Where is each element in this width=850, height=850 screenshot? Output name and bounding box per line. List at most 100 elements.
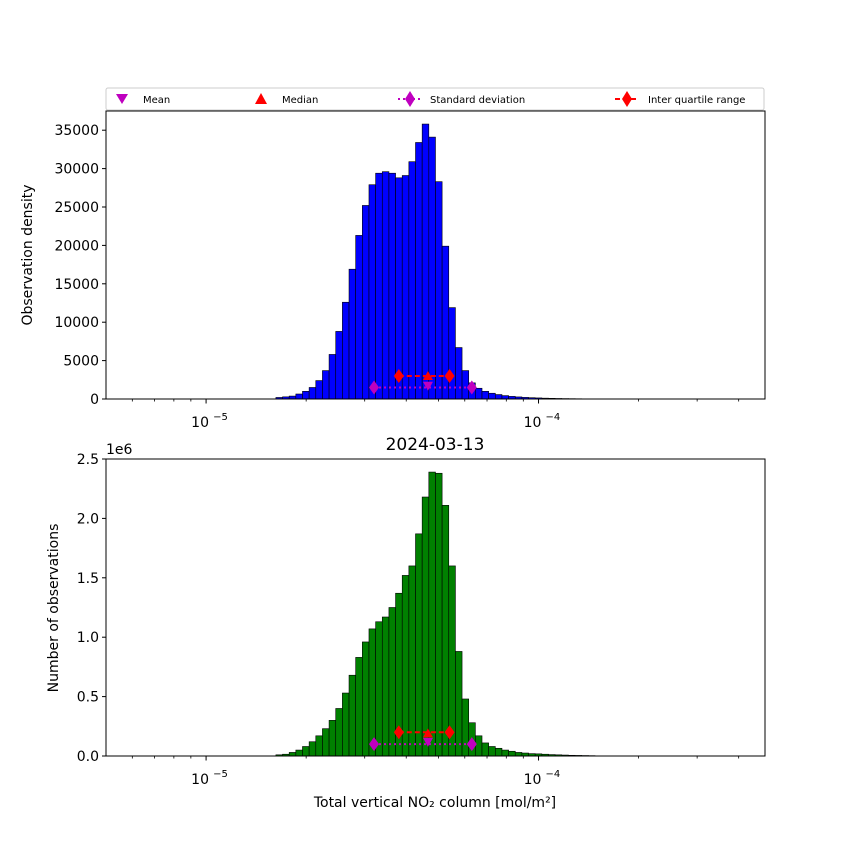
- x-tick-label: 10: [191, 415, 209, 431]
- histogram-bar: [495, 394, 503, 400]
- iqr-lower-marker: [393, 368, 404, 383]
- bottom-axes-frame: [105, 458, 766, 757]
- histogram-bar: [428, 471, 436, 757]
- iqr-lower-marker: [393, 725, 404, 740]
- y-tick-label: 5000: [63, 354, 99, 370]
- bottom-statistics-markers: [369, 725, 477, 752]
- y-tick-label: 30000: [54, 162, 99, 178]
- histogram-bar: [342, 692, 350, 757]
- std-dev-upper-marker: [466, 380, 477, 395]
- y-tick-label: 0.5: [77, 690, 99, 706]
- y-tick-label: 25000: [54, 200, 99, 216]
- histogram-bar: [302, 746, 310, 757]
- histogram-bar: [328, 354, 337, 400]
- histogram-bar: [362, 641, 370, 757]
- bottom-x-axis-label: Total vertical NO₂ column [mol/m²]: [313, 795, 556, 811]
- histogram-bar: [288, 752, 297, 757]
- bottom-x-ticks: 10 −5 10 −4: [131, 756, 740, 788]
- x-tick-label: 10: [524, 415, 542, 431]
- histogram-bar: [435, 472, 443, 757]
- histogram-bar: [501, 395, 509, 400]
- histogram-bar: [375, 172, 383, 400]
- legend-iqr-label: Inter quartile range: [648, 95, 745, 106]
- bottom-histogram-panel: 0.0 0.5 1.0 1.5 2.0 2.5 10 −5 10 −4 2024-03-13 1…: [46, 435, 766, 811]
- histogram-bar: [495, 747, 503, 757]
- top-histogram-panel: 0 5000 10000 15000 20000 25000 30000 35000 10 −5…: [20, 110, 766, 431]
- legend: Mean Median Standard deviation Inter qua…: [105, 87, 765, 111]
- histogram-bar: [408, 565, 416, 757]
- histogram-bar: [308, 387, 317, 400]
- legend-std-marker-icon: [405, 91, 415, 107]
- x-tick-exponent: −5: [213, 769, 228, 780]
- legend-iqr-marker-icon: [622, 91, 632, 107]
- bottom-y-offset-label: 1e6: [106, 442, 133, 458]
- histogram-bar: [428, 136, 436, 400]
- histogram-bar: [481, 391, 489, 400]
- histogram-bar: [488, 746, 496, 757]
- histogram-bar: [481, 742, 489, 757]
- median-marker: [422, 370, 433, 380]
- histogram-bar: [381, 616, 390, 757]
- histogram-bar: [295, 749, 303, 757]
- histogram-bar: [415, 142, 423, 400]
- bottom-y-ticks: 0.0 0.5 1.0 1.5 2.0 2.5: [77, 452, 106, 765]
- y-tick-label: 35000: [54, 123, 99, 139]
- histogram-bar: [455, 347, 463, 400]
- histogram-bar: [501, 749, 509, 757]
- top-statistics-markers: [369, 368, 477, 395]
- top-y-axis-label: Observation density: [20, 184, 36, 325]
- histogram-bar: [415, 533, 423, 757]
- y-tick-label: 2.0: [77, 511, 99, 527]
- legend-std-label: Standard deviation: [430, 95, 525, 106]
- histogram-bar: [395, 177, 403, 400]
- y-tick-label: 0: [90, 392, 99, 408]
- histogram-bar: [475, 735, 483, 757]
- histogram-bar: [342, 301, 350, 400]
- std-dev-lower-marker: [369, 737, 380, 752]
- legend-mean-marker-icon: [116, 94, 128, 104]
- histogram-bar: [461, 698, 470, 757]
- legend-median-marker-icon: [255, 93, 267, 104]
- histogram-bar: [421, 123, 430, 400]
- histogram-bar: [455, 651, 463, 757]
- histogram-bar: [401, 175, 410, 400]
- y-tick-label: 0.0: [77, 749, 99, 765]
- histogram-bar: [308, 741, 317, 757]
- histogram-bar: [348, 268, 356, 400]
- histogram-bar: [381, 171, 390, 400]
- histogram-bar: [335, 331, 343, 400]
- x-tick-label: 10: [524, 772, 542, 788]
- top-y-ticks: 0 5000 10000 15000 20000 25000 30000 35000: [54, 123, 106, 408]
- bottom-bars: [275, 471, 596, 757]
- legend-median-label: Median: [282, 95, 318, 106]
- histogram-bar: [421, 496, 430, 757]
- x-tick-exponent: −4: [546, 769, 561, 780]
- histogram-bar: [368, 628, 376, 757]
- x-tick-label: 10: [191, 772, 209, 788]
- histogram-bar: [295, 393, 303, 400]
- histogram-bar: [368, 184, 376, 400]
- histogram-bar: [514, 752, 523, 757]
- histogram-bar: [302, 391, 310, 400]
- histogram-bar: [461, 370, 470, 400]
- histogram-bar: [448, 307, 456, 400]
- y-tick-label: 1.0: [77, 630, 99, 646]
- histogram-bar: [388, 172, 396, 400]
- histogram-bar: [401, 575, 410, 757]
- std-dev-upper-marker: [466, 737, 477, 752]
- histogram-bar: [335, 708, 343, 757]
- histogram-bar: [315, 735, 323, 757]
- iqr-upper-marker: [444, 725, 455, 740]
- histogram-bar: [362, 205, 370, 400]
- median-marker: [422, 728, 433, 738]
- histogram-bar: [475, 387, 483, 400]
- y-tick-label: 10000: [54, 315, 99, 331]
- histogram-bar: [315, 380, 323, 400]
- histogram-bar: [488, 392, 496, 400]
- histogram-bar: [408, 161, 416, 400]
- x-tick-exponent: −4: [546, 412, 561, 423]
- legend-mean-label: Mean: [143, 95, 170, 106]
- bottom-chart-title: 2024-03-13: [386, 435, 485, 455]
- histogram-bar: [435, 181, 443, 400]
